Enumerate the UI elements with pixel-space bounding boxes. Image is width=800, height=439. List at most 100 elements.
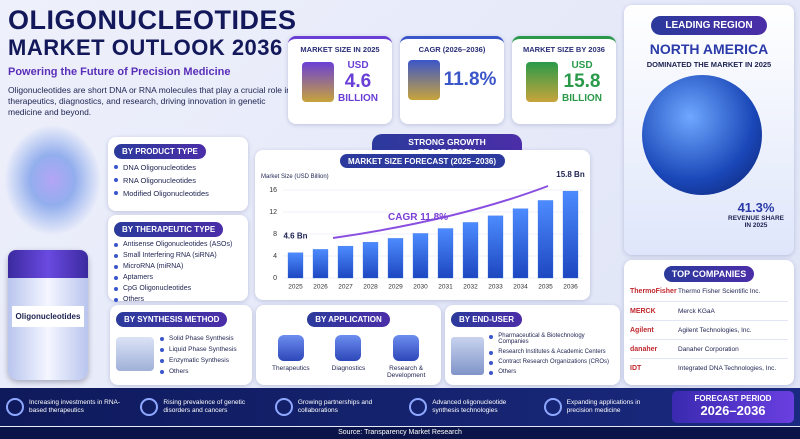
kpi-value: 15.8 [563, 71, 601, 92]
companies-box: TOP COMPANIES ThermoFisher Thermo Fisher … [624, 260, 794, 385]
kpi-value: BILLION [338, 93, 378, 104]
company-row: ThermoFisher Thermo Fisher Scientific Inc… [630, 282, 788, 301]
region-panel: LEADING REGION NORTH AMERICA DOMINATED T… [624, 5, 794, 255]
kpi-value: 4.6 [344, 71, 372, 92]
bar [512, 208, 529, 279]
x-tick-label: 2028 [363, 284, 378, 291]
list-item: Others [160, 368, 237, 375]
kpi-value: USD [347, 60, 369, 71]
application-label: Therapeutics [272, 365, 310, 372]
application-box: BY APPLICATION Therapeutics Diagnostics Re… [256, 305, 441, 385]
company-logo: MERCK [630, 307, 656, 315]
driver-text: Expanding applications in precision medi… [566, 399, 641, 414]
kpi-value: 11.8% [443, 69, 497, 90]
driver-text: Rising prevalence of genetic disorders a… [163, 399, 246, 414]
kpi-icon [526, 62, 558, 102]
region-share: 41.3% [737, 200, 775, 215]
chart: MARKET SIZE FORECAST (2025–2036) Market … [261, 154, 585, 291]
driver-item: Expanding applications in precision medi… [538, 398, 672, 416]
x-tick-label: 2025 [288, 284, 303, 291]
list-item: Others [114, 296, 242, 303]
region-share-label: REVENUE SHARE IN 2025 [728, 215, 784, 229]
chart-title: MARKET SIZE FORECAST (2025–2036) [348, 157, 496, 166]
globe [642, 75, 762, 195]
vial-label: Oligonucleotides [12, 306, 84, 327]
chart-card: MARKET SIZE FORECAST (2025–2036) Market … [255, 150, 590, 300]
kpi-value: BILLION [562, 93, 602, 104]
y-tick-label: 16 [269, 187, 277, 194]
list-item: Solid Phase Synthesis [160, 335, 237, 342]
annotation: CAGR 11.8% [388, 212, 448, 223]
application-item: Diagnostics [322, 331, 374, 379]
list: Antisense Oligonucleotides (ASOs) Small I… [114, 241, 242, 303]
kpi-body: USD 4.6 BILLION [288, 60, 392, 104]
y-axis-label: Market Size (USD Billion) [261, 174, 329, 180]
list-item: Antisense Oligonucleotides (ASOs) [114, 241, 242, 248]
kpi-values: USD 4.6 BILLION [338, 60, 378, 104]
x-tick-label: 2030 [413, 284, 428, 291]
source: Source: Transparency Market Research [0, 427, 800, 439]
y-tick-label: 8 [273, 231, 277, 238]
kpi-label: MARKET SIZE IN 2025 [300, 45, 380, 54]
y-tick-label: 12 [269, 209, 277, 216]
list: Pharmaceutical & Biotechnology Companies… [489, 329, 614, 379]
driver-icon [6, 398, 24, 416]
kpi-body: USD 15.8 BILLION [512, 60, 616, 104]
x-tick-label: 2036 [563, 284, 578, 291]
synthesis-box: BY SYNTHESIS METHOD Solid Phase Synthesi… [110, 305, 252, 385]
company-row: Agilent Agilent Technologies, Inc. [630, 320, 788, 339]
list-item: DNA Oligonucleotides [114, 163, 242, 172]
list-item: Liquid Phase Synthesis [160, 346, 237, 353]
forecast-label: FORECAST PERIOD [694, 394, 772, 403]
list-item: CpG Oligonucleotides [114, 285, 242, 292]
driver-text: Increasing investments in RNA-based ther… [29, 399, 121, 414]
bar [312, 249, 329, 279]
x-tick-label: 2026 [313, 284, 328, 291]
list-item: Contract Research Organizations (CROs) [489, 359, 614, 365]
kpi-card: CAGR (2026–2036) 11.8% [400, 36, 504, 124]
section-heading: BY SYNTHESIS METHOD [116, 312, 228, 327]
application-label: Diagnostics [331, 365, 366, 372]
x-tick-label: 2033 [488, 284, 503, 291]
application-icon [277, 335, 304, 361]
kpi-values: 11.8% [444, 69, 497, 91]
list: DNA Oligonucleotides RNA Oligonucleotides… [114, 163, 242, 198]
bar [437, 228, 454, 279]
vial: Oligonucleotides [8, 250, 88, 380]
company-logo: danaher [630, 345, 658, 353]
value-label: 4.6 Bn [283, 232, 307, 241]
region-name: NORTH AMERICA [649, 41, 769, 57]
company-row: IDT Integrated DNA Technologies, Inc. [630, 358, 788, 377]
application-label: Research & Development [386, 365, 426, 379]
description: Oligonucleotides are short DNA or RNA mo… [8, 85, 291, 117]
bar [362, 242, 379, 279]
trend-arrow [332, 185, 549, 239]
company-row: danaher Danaher Corporation [630, 339, 788, 358]
title: MARKET OUTLOOK 2036 [8, 35, 283, 60]
driver-text: Growing partnerships and collaborations [297, 399, 373, 414]
section-heading: TOP COMPANIES [663, 266, 755, 282]
list-item: Others [489, 369, 614, 375]
kpi-body: 11.8% [400, 60, 504, 100]
kpi-icon [407, 60, 440, 100]
end-user-box: BY END-USER Pharmaceutical & Biotechnolo… [445, 305, 620, 385]
kpi-icon [302, 62, 334, 102]
section-heading: BY END-USER [451, 312, 522, 327]
kpi-row: MARKET SIZE IN 2025 USD 4.6 BILLION CAGR (20… [288, 36, 616, 124]
company-logo: Agilent [630, 326, 654, 334]
x-tick-label: 2035 [538, 284, 553, 291]
application-item: Therapeutics [265, 331, 317, 379]
kpi-label: CAGR (2026–2036) [418, 45, 486, 54]
therapeutic-box: BY THERAPEUTIC TYPE Antisense Oligonucleo… [108, 215, 248, 303]
y-tick-label: 0 [273, 275, 277, 282]
value-label: 15.8 Bn [556, 170, 585, 179]
bar [412, 233, 429, 279]
x-tick-label: 2031 [438, 284, 453, 291]
x-tick-label: 2032 [463, 284, 478, 291]
region-heading: LEADING REGION [651, 16, 767, 35]
company-row: MERCK Merck KGaA [630, 301, 788, 320]
forecast-value: 2026–2036 [700, 403, 766, 418]
bar [337, 245, 354, 279]
kpi-card: MARKET SIZE BY 2036 USD 15.8 BILLION [512, 36, 616, 124]
